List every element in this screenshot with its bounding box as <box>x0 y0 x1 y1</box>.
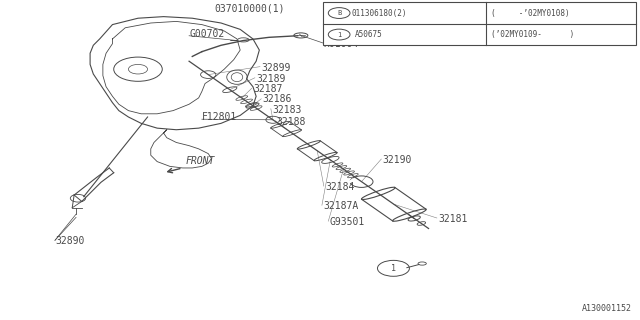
Text: 011306180(2): 011306180(2) <box>352 9 408 18</box>
Bar <box>323 2 636 45</box>
Text: 32890: 32890 <box>55 236 84 246</box>
Text: 32189: 32189 <box>256 74 285 84</box>
Text: 037010000(1): 037010000(1) <box>214 4 285 14</box>
Text: 32184: 32184 <box>325 182 355 192</box>
Text: A130001152: A130001152 <box>582 304 632 313</box>
Text: 32186: 32186 <box>262 94 292 104</box>
Text: (’02MY0109-      ): (’02MY0109- ) <box>491 30 574 39</box>
Text: B: B <box>337 10 341 16</box>
Text: FRONT: FRONT <box>186 156 215 166</box>
Text: G00702: G00702 <box>189 29 225 39</box>
Text: 1: 1 <box>391 264 396 273</box>
Text: 32190: 32190 <box>383 155 412 165</box>
Text: 32188: 32188 <box>276 117 306 127</box>
Text: 1: 1 <box>337 32 341 37</box>
Text: F12801: F12801 <box>202 112 237 122</box>
Text: 32899: 32899 <box>261 63 291 73</box>
Text: H01004: H01004 <box>323 39 358 49</box>
Text: G93501: G93501 <box>330 217 365 227</box>
Text: (     -’02MY0108): ( -’02MY0108) <box>491 9 570 18</box>
Text: 32181: 32181 <box>438 214 467 224</box>
Text: 32187: 32187 <box>253 84 282 94</box>
Text: 32187A: 32187A <box>323 201 358 211</box>
Text: A50675: A50675 <box>355 30 383 39</box>
Text: 32183: 32183 <box>272 105 301 115</box>
